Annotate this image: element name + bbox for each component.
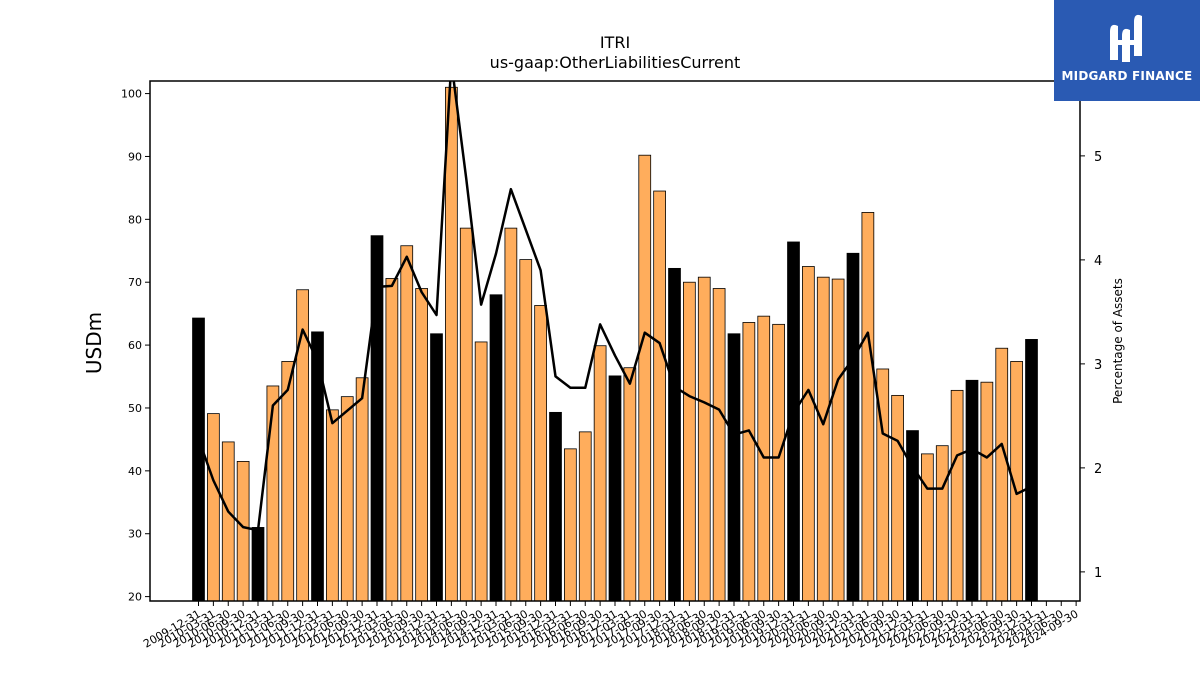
bar xyxy=(519,259,533,601)
midgard-logo-icon xyxy=(1110,14,1142,62)
bar xyxy=(385,278,399,601)
bar xyxy=(340,396,354,601)
brand-logo: MIDGARD FINANCE xyxy=(1054,0,1200,101)
bar xyxy=(459,227,473,601)
y-tick-label: 100 xyxy=(121,88,142,101)
bar xyxy=(802,266,815,601)
bar xyxy=(906,430,919,601)
bar xyxy=(683,281,696,601)
y2-tick-label: 5 xyxy=(1094,150,1102,165)
y-tick-label: 70 xyxy=(128,276,142,289)
bar xyxy=(549,411,562,601)
brand-name: MIDGARD FINANCE xyxy=(1061,69,1193,83)
bar xyxy=(1010,361,1023,601)
y2-axis-label: Percentage of Assets xyxy=(1111,278,1125,404)
y-tick-label: 60 xyxy=(128,339,142,352)
bar xyxy=(207,413,220,601)
bar xyxy=(578,431,592,601)
bar xyxy=(816,276,830,601)
y2-tick-label: 4 xyxy=(1094,254,1102,269)
bar xyxy=(296,289,309,601)
bar xyxy=(430,333,443,601)
y2-tick-label: 2 xyxy=(1094,462,1102,477)
bar xyxy=(221,441,235,601)
bar xyxy=(593,345,607,601)
bar xyxy=(891,394,904,601)
bar xyxy=(489,294,503,601)
bar xyxy=(504,227,518,601)
bar xyxy=(653,190,666,601)
bar xyxy=(266,385,280,601)
y-tick-label: 80 xyxy=(128,213,142,226)
y-tick-label: 30 xyxy=(128,528,142,541)
bar xyxy=(1025,339,1038,601)
bar xyxy=(415,288,428,601)
y-tick-label: 20 xyxy=(128,591,142,604)
bar xyxy=(251,527,265,601)
percentage-line xyxy=(197,81,1033,532)
bar xyxy=(474,341,488,601)
bar xyxy=(727,333,741,601)
bar xyxy=(846,252,860,601)
bar xyxy=(742,322,756,601)
bar xyxy=(400,245,414,601)
bar xyxy=(712,288,726,601)
bar xyxy=(326,409,339,601)
bar xyxy=(787,241,800,601)
bar xyxy=(445,86,458,601)
bar xyxy=(980,381,994,601)
chart-subtitle: us-gaap:OtherLiabilitiesCurrent xyxy=(490,53,741,72)
bar xyxy=(311,331,324,601)
bar xyxy=(935,445,949,601)
bar xyxy=(355,377,369,601)
bar xyxy=(534,305,547,601)
bar xyxy=(281,361,295,601)
y2-tick-label: 1 xyxy=(1094,566,1102,581)
y-axis-label: USDm xyxy=(82,312,106,374)
bar xyxy=(192,317,205,601)
bar xyxy=(965,379,979,601)
chart-title: ITRI xyxy=(600,33,630,52)
bars-layer xyxy=(192,86,1038,601)
bar xyxy=(995,347,1009,601)
y-tick-label: 90 xyxy=(128,150,142,163)
line-layer xyxy=(197,81,1033,532)
bar xyxy=(638,154,652,601)
bar xyxy=(831,278,845,601)
bar xyxy=(668,267,681,601)
bar xyxy=(697,276,711,601)
bar xyxy=(861,212,875,601)
y-tick-label: 40 xyxy=(128,465,142,478)
bar xyxy=(772,323,785,601)
bar xyxy=(623,367,637,601)
bar xyxy=(876,368,890,601)
bar xyxy=(608,375,622,601)
bar xyxy=(921,453,934,601)
bar xyxy=(564,448,577,601)
y-tick-label: 50 xyxy=(128,402,142,415)
bar xyxy=(236,461,250,601)
y2-tick-label: 3 xyxy=(1094,358,1102,373)
bar xyxy=(950,389,964,601)
bar xyxy=(370,235,384,601)
